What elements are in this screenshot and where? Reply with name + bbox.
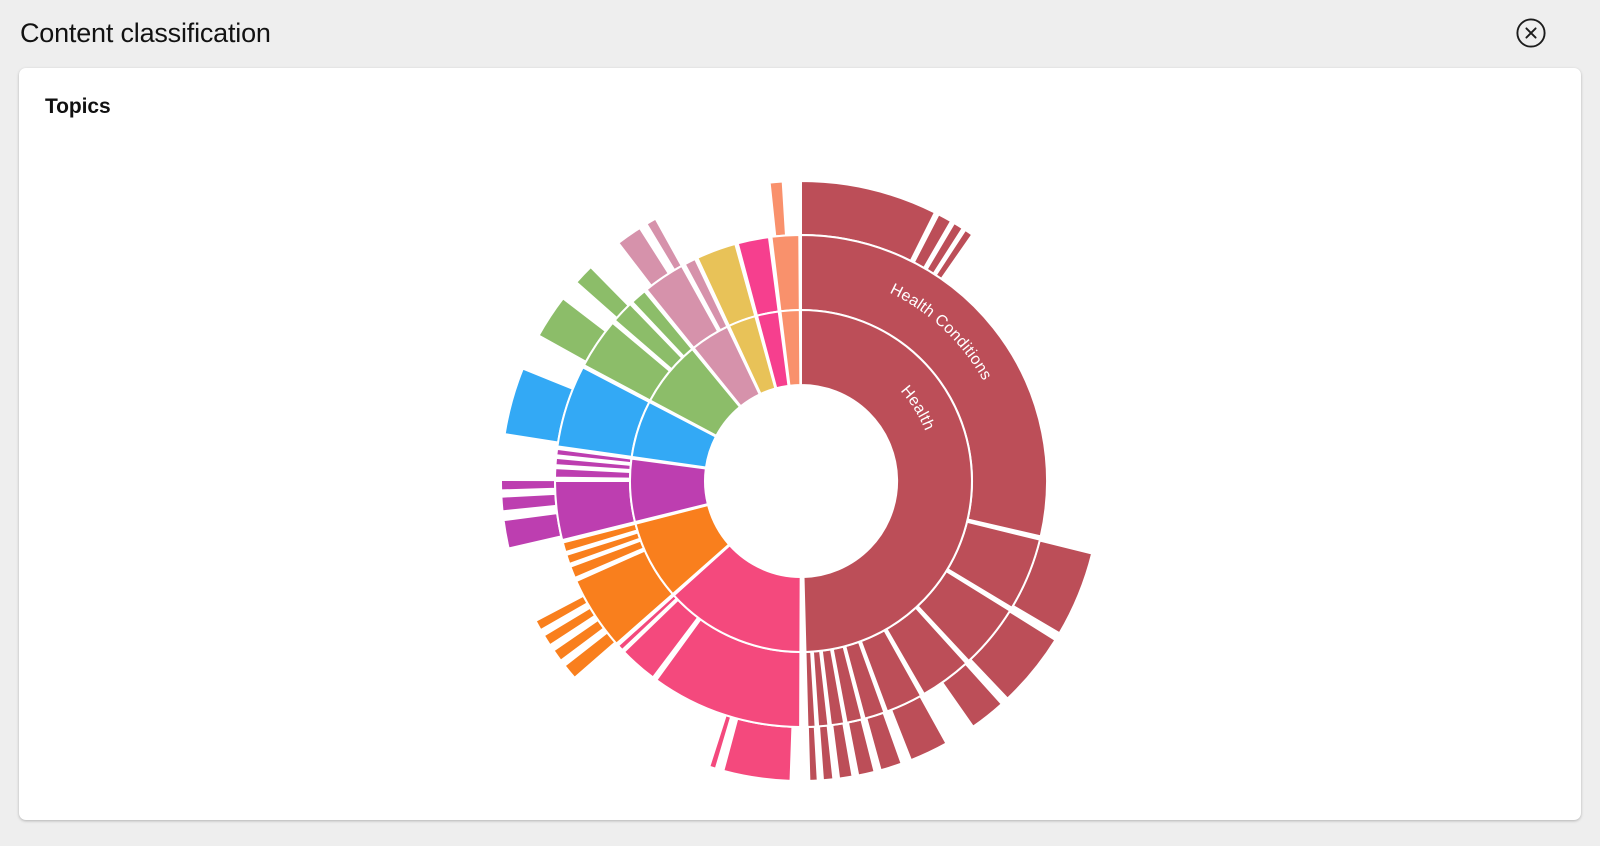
sunburst-segment-category[interactable]: [672, 543, 802, 654]
sunburst-segment-subtopic[interactable]: [500, 492, 558, 513]
close-icon[interactable]: [1514, 16, 1548, 50]
sunburst-ring-topic[interactable]: [553, 233, 1048, 729]
sunburst-segment-subtopic[interactable]: [502, 511, 563, 550]
sunburst-segment-subtopic[interactable]: [806, 725, 819, 782]
card-title: Topics: [45, 95, 111, 118]
sunburst-segment-category[interactable]: [727, 314, 777, 396]
sunburst-segment-subtopic[interactable]: [768, 180, 788, 238]
sunburst-segment-subtopic[interactable]: [722, 717, 794, 782]
sunburst-chart[interactable]: Health Health Conditions: [19, 68, 1581, 820]
sunburst-segment-subtopic[interactable]: [574, 265, 630, 320]
sunburst-segment-category[interactable]: [634, 503, 731, 596]
close-circle-icon: [1516, 18, 1546, 48]
sunburst-ring-category[interactable]: [629, 308, 973, 654]
modal-header: Content classification: [0, 0, 1600, 66]
sunburst-segment-category[interactable]: [755, 310, 790, 390]
sunburst-segment-category[interactable]: [800, 308, 973, 653]
sunburst-segment-subtopic[interactable]: [817, 724, 835, 782]
sunburst-segment-category[interactable]: [648, 347, 742, 438]
page-title: Content classification: [20, 18, 271, 48]
topics-card: Topics Health Health Conditions: [19, 68, 1581, 820]
sunburst-segment-category[interactable]: [630, 400, 718, 469]
sunburst-segment-category[interactable]: [779, 308, 802, 387]
sunburst-segment-subtopic[interactable]: [499, 478, 557, 492]
sunburst-segment-category[interactable]: [629, 457, 710, 524]
sunburst-segment-category[interactable]: [692, 325, 762, 408]
